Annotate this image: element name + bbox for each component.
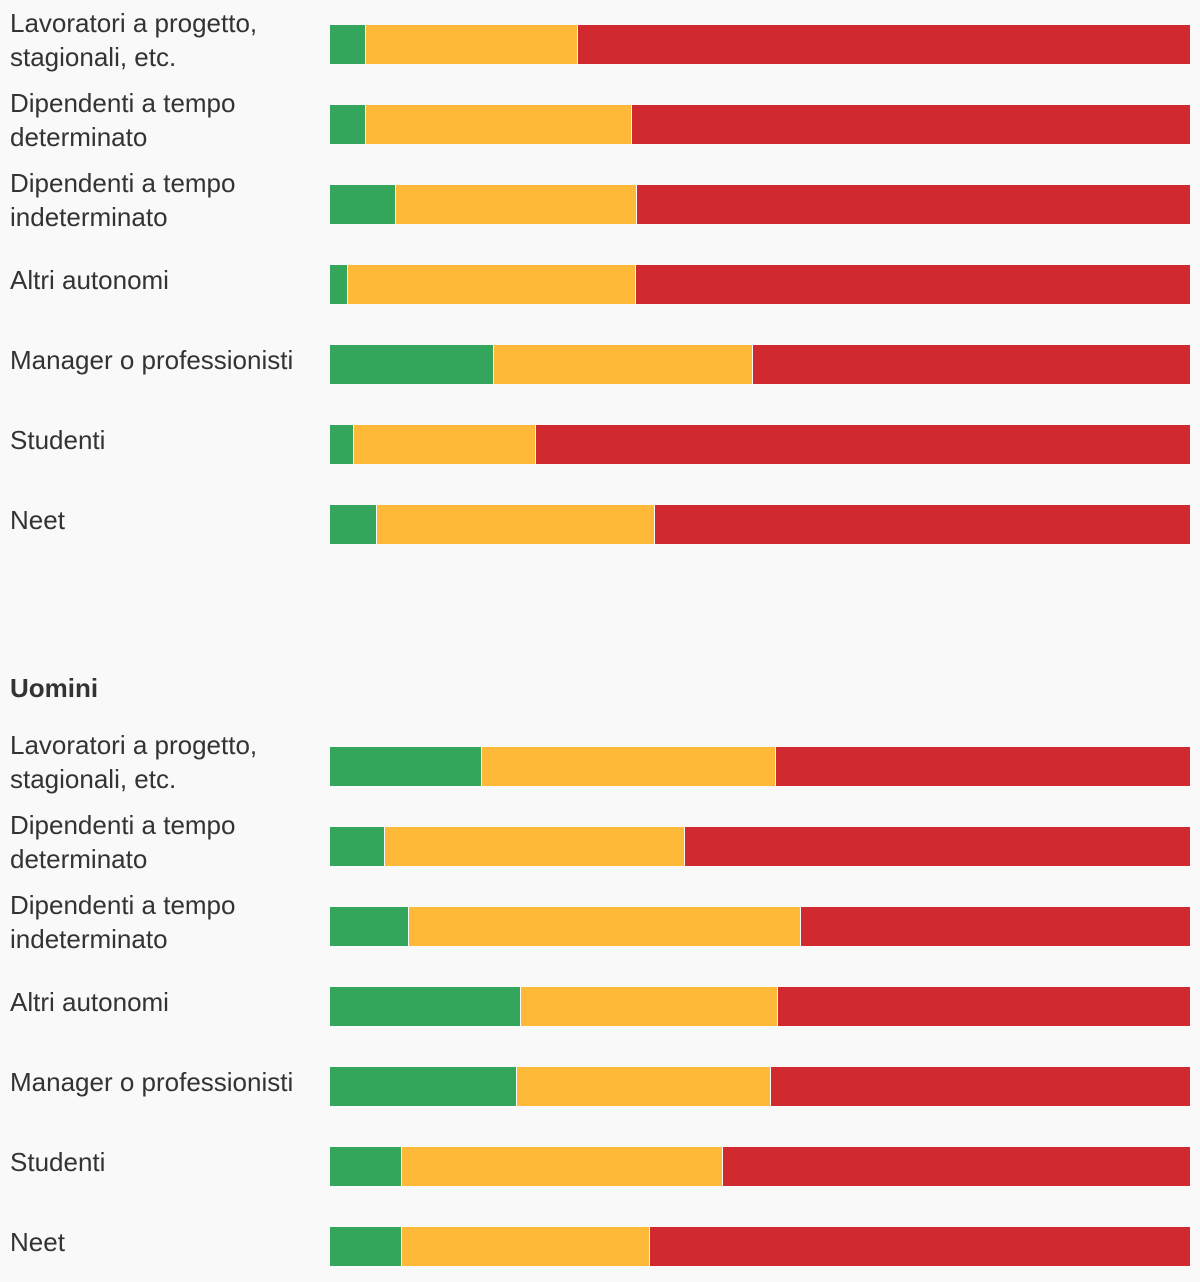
bar-segment-green: [330, 747, 481, 786]
bar-segment-red: [684, 827, 1190, 866]
stacked-bar: [330, 747, 1190, 786]
bar-segment-yellow: [493, 345, 752, 384]
stacked-bar: [330, 265, 1190, 304]
bar-row: Neet: [0, 1202, 1200, 1282]
bar-row: Manager o professionisti: [0, 1042, 1200, 1122]
bar-row: Studenti: [0, 400, 1200, 480]
bar-segment-green: [330, 25, 365, 64]
bar-segment-red: [636, 185, 1190, 224]
bar-segment-red: [635, 265, 1190, 304]
stacked-bar: [330, 1067, 1190, 1106]
category-label: Dipendenti a tempo indeterminato: [10, 890, 236, 954]
bar-segment-yellow: [401, 1147, 722, 1186]
stacked-bar: [330, 987, 1190, 1026]
bar-segment-green: [330, 987, 520, 1026]
category-label: Neet: [10, 505, 65, 535]
category-label: Manager o professionisti: [10, 1067, 294, 1097]
category-label: Neet: [10, 1227, 65, 1257]
bar-segment-red: [777, 987, 1190, 1026]
bar-segment-red: [649, 1227, 1190, 1266]
category-label: Studenti: [10, 1147, 106, 1177]
bar-segment-yellow: [365, 105, 631, 144]
category-label: Manager o professionisti: [10, 345, 294, 375]
category-label: Dipendenti a tempo indeterminato: [10, 168, 236, 232]
bar-segment-green: [330, 345, 493, 384]
bar-segment-green: [330, 1147, 401, 1186]
stacked-bar: [330, 25, 1190, 64]
category-label: Lavoratori a progetto, stagionali, etc.: [10, 730, 258, 794]
bar-segment-yellow: [520, 987, 777, 1026]
bar-row: Lavoratori a progetto, stagionali, etc.: [0, 722, 1200, 802]
stacked-bar: [330, 1147, 1190, 1186]
stacked-bar: [330, 907, 1190, 946]
bar-segment-red: [722, 1147, 1190, 1186]
bar-segment-green: [330, 1067, 516, 1106]
bar-segment-yellow: [376, 505, 654, 544]
bar-row: Neet: [0, 480, 1200, 560]
bar-segment-red: [654, 505, 1190, 544]
category-label: Dipendenti a tempo determinato: [10, 810, 236, 874]
bar-segment-yellow: [408, 907, 800, 946]
bar-segment-yellow: [353, 425, 535, 464]
bar-segment-yellow: [481, 747, 775, 786]
category-label: Altri autonomi: [10, 265, 169, 295]
bar-segment-yellow: [395, 185, 636, 224]
bar-segment-green: [330, 827, 384, 866]
stacked-bar: [330, 425, 1190, 464]
stacked-bar: [330, 105, 1190, 144]
bar-row: Altri autonomi: [0, 240, 1200, 320]
bar-segment-yellow: [347, 265, 635, 304]
bar-row: Dipendenti a tempo indeterminato: [0, 160, 1200, 240]
bar-segment-green: [330, 907, 408, 946]
bar-segment-yellow: [516, 1067, 770, 1106]
stacked-bar: [330, 1227, 1190, 1266]
stacked-bar: [330, 345, 1190, 384]
stacked-bar: [330, 505, 1190, 544]
category-label: Dipendenti a tempo determinato: [10, 88, 236, 152]
stacked-bar: [330, 827, 1190, 866]
bar-row: Manager o professionisti: [0, 320, 1200, 400]
bar-segment-green: [330, 105, 365, 144]
bar-row: Dipendenti a tempo determinato: [0, 802, 1200, 882]
bar-segment-green: [330, 1227, 401, 1266]
stacked-bar: [330, 185, 1190, 224]
bar-segment-yellow: [401, 1227, 649, 1266]
bar-row: Dipendenti a tempo determinato: [0, 80, 1200, 160]
category-label: Studenti: [10, 425, 106, 455]
bar-segment-yellow: [365, 25, 577, 64]
bar-row: Altri autonomi: [0, 962, 1200, 1042]
bar-row: Studenti: [0, 1122, 1200, 1202]
group-title: Uomini: [10, 673, 99, 703]
category-label: Altri autonomi: [10, 987, 169, 1017]
bar-row: Dipendenti a tempo indeterminato: [0, 882, 1200, 962]
bar-segment-green: [330, 505, 376, 544]
bar-segment-red: [775, 747, 1190, 786]
bar-segment-green: [330, 425, 353, 464]
bar-segment-yellow: [384, 827, 684, 866]
bar-segment-red: [770, 1067, 1190, 1106]
bar-segment-red: [800, 907, 1190, 946]
bar-segment-red: [752, 345, 1190, 384]
bar-row: Lavoratori a progetto, stagionali, etc.: [0, 0, 1200, 80]
bar-segment-red: [577, 25, 1190, 64]
category-label: Lavoratori a progetto, stagionali, etc.: [10, 8, 258, 72]
bar-segment-red: [535, 425, 1190, 464]
bar-segment-green: [330, 185, 395, 224]
bar-segment-red: [631, 105, 1190, 144]
bar-segment-green: [330, 265, 347, 304]
